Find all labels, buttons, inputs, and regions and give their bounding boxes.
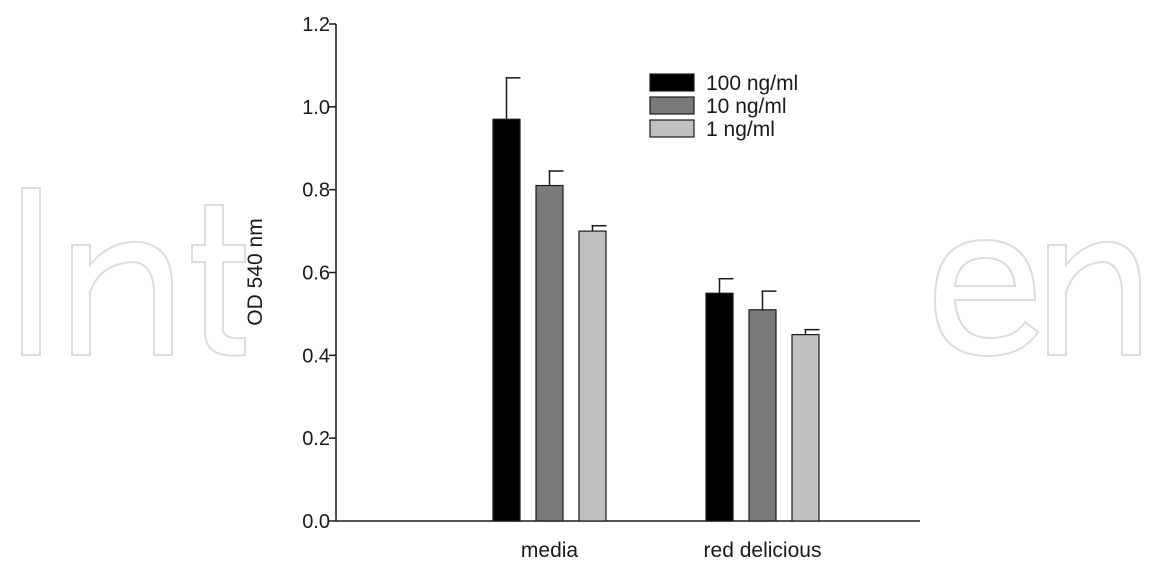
y-axis-label: OD 540 nm	[244, 218, 267, 325]
y-tick-label: 0.6	[302, 263, 330, 285]
bar	[705, 292, 734, 522]
y-tick-label: 0.8	[302, 180, 330, 202]
y-tick-label: 1.0	[302, 97, 330, 119]
legend-swatch	[649, 119, 695, 138]
legend-label: 100 ng/ml	[706, 72, 798, 95]
background-watermark	[21, 187, 1141, 358]
x-category-label: red delicious	[704, 539, 822, 561]
bar	[748, 309, 777, 522]
x-category-label: media	[521, 539, 579, 561]
legend-swatch	[649, 73, 695, 92]
bar	[791, 334, 820, 522]
y-tick-label: 0.2	[302, 428, 330, 450]
y-tick-label: 0.4	[302, 345, 330, 367]
legend-label: 1 ng/ml	[706, 118, 775, 141]
x-axis-category-labels: media red delicious	[521, 539, 822, 561]
y-tick-label: 0.0	[302, 511, 330, 533]
y-tick-label: 1.2	[302, 14, 330, 36]
legend-label: 10 ng/ml	[706, 95, 787, 118]
y-axis-ticks: 0.0 0.2 0.4 0.6 0.8 1.0 1.2	[302, 14, 336, 533]
bar	[535, 184, 564, 522]
bar	[492, 118, 521, 522]
bars	[492, 118, 820, 522]
bar	[578, 230, 607, 522]
error-bars	[505, 77, 820, 335]
legend-swatch	[649, 96, 695, 115]
